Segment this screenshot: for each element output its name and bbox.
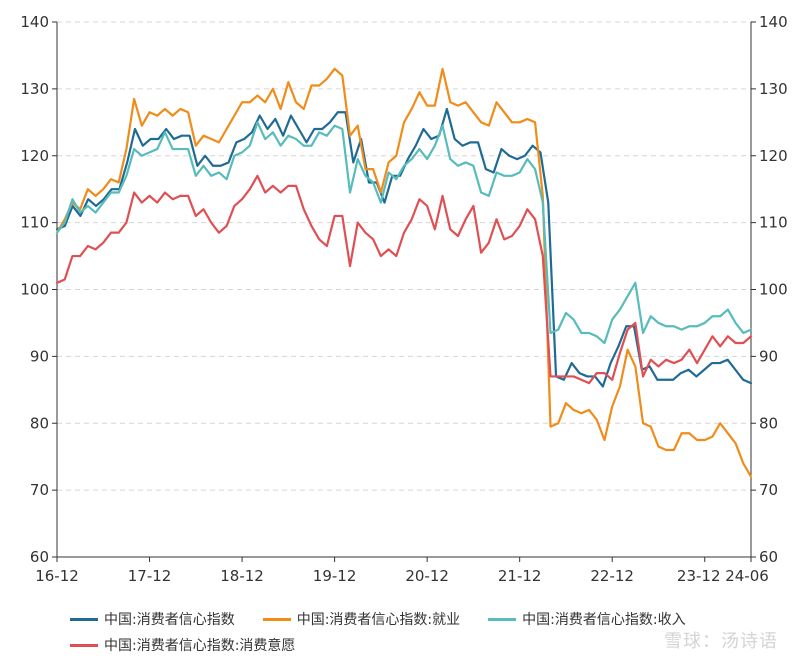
legend-row-2: 中国:消费者信心指数:消费意愿: [70, 632, 790, 658]
chart-legend: 中国:消费者信心指数 中国:消费者信心指数:就业 中国:消费者信心指数:收入 中…: [70, 606, 790, 658]
y-left-tick-140: 140: [20, 13, 49, 31]
chart-axes: [52, 21, 756, 562]
legend-label-income: 中国:消费者信心指数:收入: [522, 612, 686, 628]
legend-item-confidence: 中国:消费者信心指数: [70, 609, 235, 629]
x-tick-23-12: 23-12: [677, 567, 721, 585]
y-right-tick-140: 140: [759, 13, 788, 31]
legend-swatch-employment: [262, 617, 291, 621]
series-line-confidence: [55, 107, 753, 388]
y-right-tick-100: 100: [759, 281, 788, 299]
legend-swatch-confidence: [70, 617, 98, 621]
y-left-tick-90: 90: [30, 347, 49, 365]
legend-label-confidence: 中国:消费者信心指数: [104, 612, 235, 628]
y-right-tick-130: 130: [759, 80, 788, 98]
series-line-employment: [55, 67, 753, 478]
legend-item-consumption-willingness: 中国:消费者信心指数:消费意愿: [70, 635, 295, 655]
y-right-tick-70: 70: [759, 481, 778, 499]
series-line-consumption-willingness: [55, 174, 753, 385]
right-y-axis-tick-labels: 60 70 80 90 100 110 120 130 140: [759, 13, 788, 566]
series-lines: [55, 67, 753, 478]
y-right-tick-80: 80: [759, 414, 778, 432]
y-left-tick-60: 60: [30, 548, 49, 566]
legend-label-consumption-willingness: 中国:消费者信心指数:消费意愿: [104, 638, 296, 654]
y-left-tick-100: 100: [20, 281, 49, 299]
legend-row-1: 中国:消费者信心指数 中国:消费者信心指数:就业 中国:消费者信心指数:收入: [70, 606, 790, 632]
y-left-tick-110: 110: [20, 214, 49, 232]
x-tick-20-12: 20-12: [405, 567, 449, 585]
series-line-income: [55, 121, 753, 345]
legend-item-employment: 中国:消费者信心指数:就业: [262, 609, 461, 629]
y-left-tick-70: 70: [30, 481, 49, 499]
y-left-tick-130: 130: [20, 80, 49, 98]
x-tick-24-06: 24-06: [725, 567, 769, 585]
x-tick-16-12: 16-12: [35, 567, 79, 585]
x-axis-tick-labels: 16-12 17-12 18-12 19-12 20-12 21-12 22-12 23-12…: [35, 567, 769, 585]
y-left-tick-80: 80: [30, 414, 49, 432]
x-tick-19-12: 19-12: [313, 567, 357, 585]
x-tick-17-12: 17-12: [128, 567, 172, 585]
y-left-tick-120: 120: [20, 147, 49, 165]
horizontal-grid-lines: [57, 21, 751, 491]
legend-item-income: 中国:消费者信心指数:收入: [488, 609, 686, 629]
y-right-tick-110: 110: [759, 214, 788, 232]
y-right-tick-90: 90: [759, 347, 778, 365]
legend-label-employment: 中国:消费者信心指数:就业: [296, 612, 461, 628]
y-right-tick-60: 60: [759, 548, 778, 566]
left-y-axis-tick-labels: 60 70 80 90 100 110 120 130 140: [20, 13, 49, 566]
y-right-tick-120: 120: [759, 147, 788, 165]
legend-swatch-consumption-willingness: [70, 643, 98, 647]
x-tick-21-12: 21-12: [498, 567, 542, 585]
legend-swatch-income: [488, 617, 517, 621]
x-tick-22-12: 22-12: [590, 567, 634, 585]
x-tick-18-12: 18-12: [220, 567, 264, 585]
watermark: 雪球：汤诗语: [664, 631, 778, 652]
